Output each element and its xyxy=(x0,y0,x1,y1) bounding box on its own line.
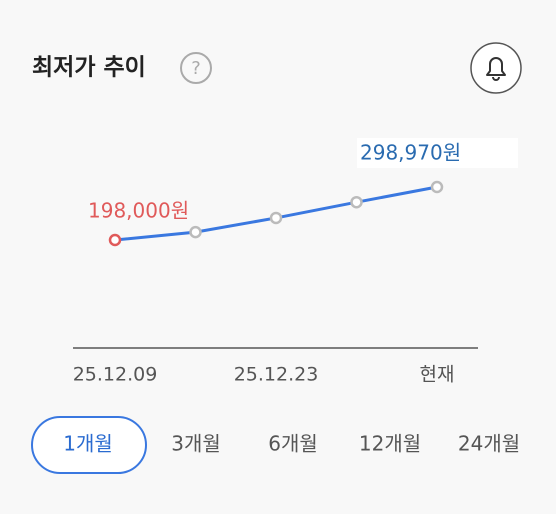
bell-icon xyxy=(486,57,506,81)
price-point xyxy=(350,195,363,209)
price-point xyxy=(430,180,444,194)
alert-circle xyxy=(470,42,522,94)
price-point xyxy=(269,211,283,225)
tab-selected-outline xyxy=(31,416,147,474)
label-background xyxy=(357,138,518,168)
price-point xyxy=(189,225,202,239)
alert-button[interactable] xyxy=(470,42,522,94)
title: 최저가 추이 xyxy=(32,55,146,81)
value-label: 198,000원 xyxy=(88,199,189,223)
period-tab[interactable]: 3개월 xyxy=(171,432,221,456)
x-tick-label: 25.12.09 xyxy=(73,364,158,386)
period-tab[interactable]: 24개월 xyxy=(458,432,520,456)
help-icon: ? xyxy=(191,58,201,79)
price-point xyxy=(108,233,122,247)
period-tab[interactable]: 6개월 xyxy=(268,432,318,456)
period-tab[interactable]: 1개월 xyxy=(63,432,113,456)
value-label: 298,970원 xyxy=(360,141,461,165)
x-tick-label: 25.12.23 xyxy=(234,364,319,386)
period-tab[interactable]: 12개월 xyxy=(359,432,421,456)
help-button[interactable] xyxy=(180,52,212,84)
x-tick-label: 현재 xyxy=(420,364,455,386)
